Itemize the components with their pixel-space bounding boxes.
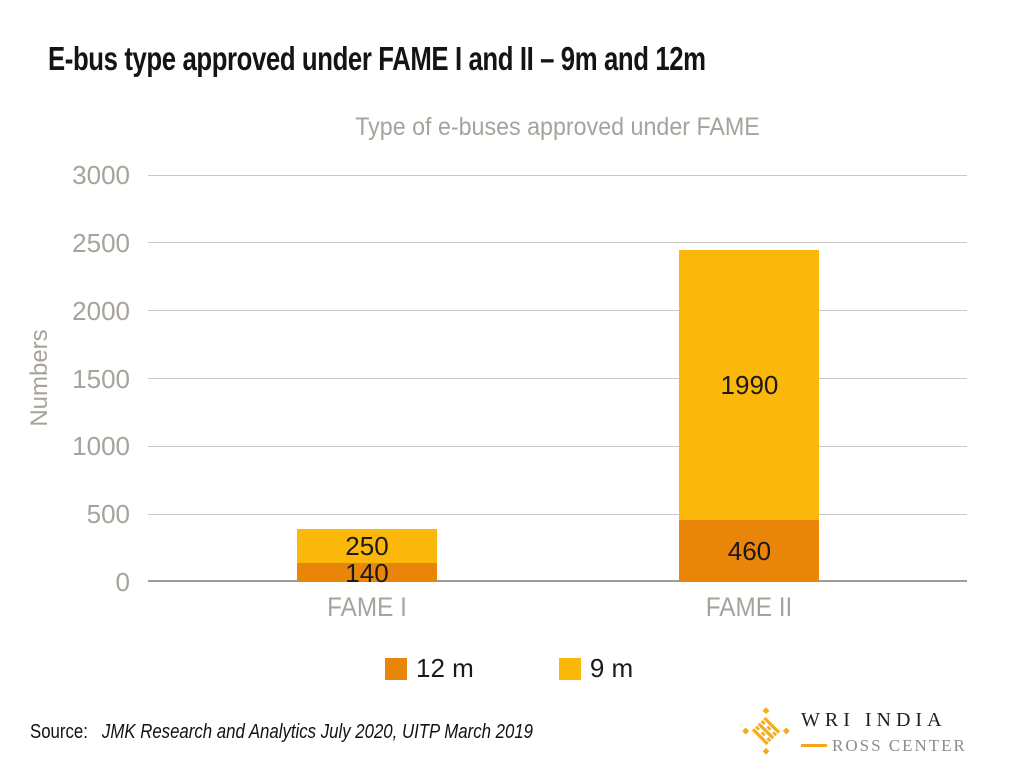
legend-swatch-9-m [558, 657, 581, 680]
gridline [148, 175, 967, 176]
gridline [148, 445, 967, 447]
bar-fame-i: 140 250 [297, 175, 437, 586]
x-axis-line [148, 580, 967, 582]
wri-org-name: WRI INDIA [801, 708, 947, 731]
y-tick-label: 2000 [72, 295, 130, 326]
legend-swatch-12-m [385, 657, 407, 680]
bar-segment-9-m: 1990 [679, 249, 820, 520]
chart-title: Type of e-buses approved under FAME [355, 113, 760, 141]
page-title: E-bus type approved under FAME I and II … [48, 40, 706, 77]
plot-area: 0 500 1000 1500 2000 2500 3000 140 250 FAME I 460 1… [72, 160, 967, 622]
legend-item-label: 9 m [589, 653, 634, 683]
wri-logo: WRI INDIA ROSS CENTER [741, 706, 967, 756]
x-category-label: FAME I [327, 592, 407, 622]
y-tick-label: 2500 [72, 227, 130, 258]
x-category-label: FAME II [706, 592, 793, 622]
gridline [148, 310, 967, 312]
wri-sub-name: ROSS CENTER [832, 735, 967, 755]
gridline [148, 242, 967, 244]
bar-fame-ii: 460 1990 [679, 175, 820, 582]
legend-item-9-m: 9 m [558, 653, 634, 684]
bar-segment-9-m: 250 [297, 529, 437, 564]
y-tick-label: 500 [86, 499, 130, 530]
bar-value-label: 1990 [720, 369, 779, 400]
source-prefix: Source: [30, 721, 88, 743]
source-note: Source: JMK Research and Analytics July … [30, 721, 533, 744]
legend-item-label: 12 m [416, 653, 474, 683]
source-text: JMK Research and Analytics July 2020, UI… [101, 721, 534, 743]
wri-sub-row: ROSS CENTER [801, 737, 967, 754]
y-tick-label: 1000 [72, 431, 130, 462]
bar-value-label: 250 [345, 531, 389, 562]
gridline [148, 378, 967, 379]
y-tick-label: 0 [115, 567, 130, 597]
bar-segment-12-m: 460 [679, 519, 820, 582]
legend: 12 m 9 m [385, 653, 633, 684]
wri-logo-text: WRI INDIA ROSS CENTER [801, 709, 967, 754]
bar-value-label: 460 [727, 535, 772, 566]
bar-value-label: 140 [345, 557, 389, 588]
legend-item-12-m: 12 m [385, 653, 474, 684]
bar-segment-12-m: 140 [297, 560, 437, 586]
y-tick-label: 3000 [72, 160, 130, 190]
dash-icon [801, 743, 827, 747]
gridline [148, 513, 967, 515]
wri-weave-icon [742, 707, 790, 755]
y-tick-label: 1500 [72, 363, 130, 394]
